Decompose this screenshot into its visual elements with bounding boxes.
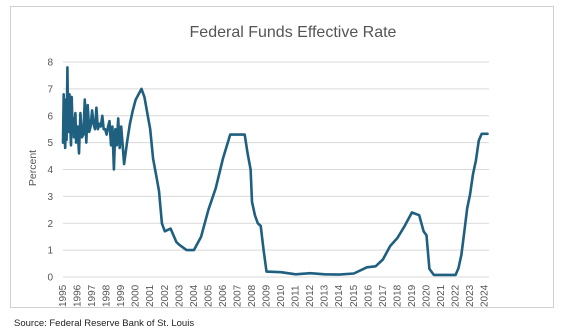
x-tick-label: 1999 <box>116 284 127 307</box>
x-tick-label: 2022 <box>451 284 462 307</box>
x-tick-label: 2011 <box>291 285 302 307</box>
y-axis-ticks: 0 1 2 3 4 5 6 7 8 <box>47 58 53 284</box>
x-tick-label: 2015 <box>349 284 360 307</box>
x-tick-label: 1996 <box>73 284 84 307</box>
x-tick-label: 2012 <box>305 284 316 307</box>
x-tick-label: 2014 <box>334 284 345 307</box>
x-tick-label: 2018 <box>392 284 403 307</box>
x-tick-label: 2000 <box>131 284 142 307</box>
y-axis-title: Percent <box>27 150 39 186</box>
y-tick-label: 3 <box>47 192 53 203</box>
x-tick-label: 2019 <box>407 284 418 307</box>
x-tick-label: 1998 <box>102 284 113 307</box>
x-tick-label: 2008 <box>247 284 258 307</box>
line-chart: Federal Funds Effective Rate Percent 0 1 2… <box>27 24 491 307</box>
x-tick-label: 2003 <box>174 284 185 307</box>
source-note: Source: Federal Reserve Bank of St. Loui… <box>14 318 195 329</box>
y-tick-label: 0 <box>47 273 53 284</box>
gridlines <box>63 61 489 278</box>
y-tick-label: 6 <box>47 111 53 122</box>
x-tick-label: 2004 <box>189 284 200 307</box>
y-tick-label: 4 <box>47 165 53 176</box>
x-tick-label: 2002 <box>160 284 171 307</box>
x-tick-label: 1995 <box>58 284 69 307</box>
x-tick-label: 2021 <box>436 284 447 307</box>
x-tick-label: 1997 <box>87 284 98 307</box>
x-tick-label: 2005 <box>203 284 214 307</box>
x-tick-label: 2009 <box>262 284 273 307</box>
x-axis-ticks: 1995 1996 1997 1998 1999 2000 2001 2002 2003 2004… <box>58 284 491 307</box>
x-tick-label: 2010 <box>276 284 287 307</box>
x-tick-label: 2016 <box>363 284 374 307</box>
chart-frame: Federal Funds Effective Rate Percent 0 1 2… <box>10 6 554 308</box>
x-tick-label: 2013 <box>320 284 331 307</box>
x-tick-label: 2023 <box>465 284 476 307</box>
y-tick-label: 8 <box>47 58 53 69</box>
y-tick-label: 7 <box>47 84 53 95</box>
y-tick-label: 5 <box>47 138 53 149</box>
y-tick-label: 1 <box>47 246 53 257</box>
x-tick-label: 2024 <box>480 284 491 307</box>
x-tick-label: 2001 <box>145 284 156 307</box>
y-tick-label: 2 <box>47 219 53 230</box>
series-line <box>61 66 489 277</box>
x-tick-label: 2006 <box>218 284 229 307</box>
x-tick-label: 2007 <box>232 284 243 307</box>
x-tick-label: 2017 <box>378 284 389 307</box>
x-tick-label: 2020 <box>421 284 432 307</box>
chart-title: Federal Funds Effective Rate <box>190 24 397 41</box>
